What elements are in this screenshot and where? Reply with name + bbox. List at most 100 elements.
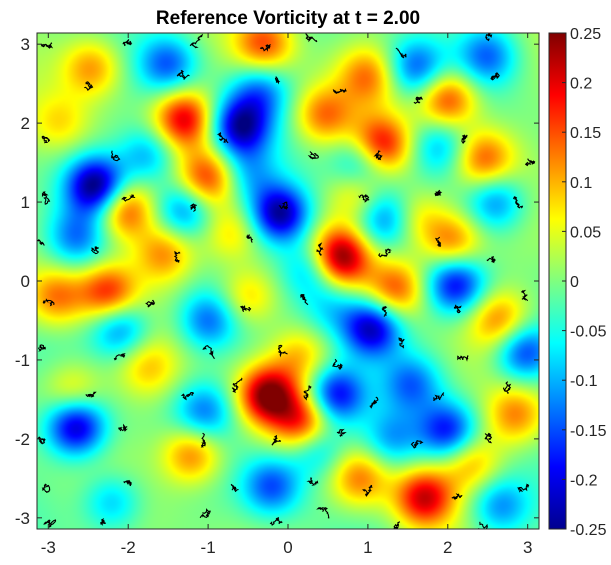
colorbar-tick-label: 0 <box>570 274 579 291</box>
tracer-particle-trail <box>316 507 330 519</box>
tracer-particle-trail <box>434 236 442 247</box>
tracer-particle-trail <box>180 392 195 401</box>
colorbar-tick-label: 0.2 <box>570 76 592 93</box>
tracer-particle-trail <box>398 337 405 349</box>
tracer-particle-trail <box>332 88 347 95</box>
tracer-particle-trail <box>378 248 392 258</box>
colorbar-tick-label: -0.25 <box>570 522 607 539</box>
tracer-particle-trail <box>118 423 128 432</box>
x-tick-label: 3 <box>523 538 532 557</box>
tracer-particle-trail <box>521 289 529 302</box>
tracer-particle-trail <box>41 135 51 144</box>
y-tick-label: 3 <box>21 35 30 54</box>
tracer-particle-trail <box>490 71 500 81</box>
tracer-particle-trail <box>433 189 443 197</box>
tracer-particle-trail <box>393 521 401 529</box>
tracer-particle-trail <box>413 96 423 104</box>
colorbar-tick-label: -0.05 <box>570 324 607 341</box>
colorbar-tick-label: 0.15 <box>570 125 601 142</box>
tracer-particle-trail <box>362 484 373 497</box>
y-tick-label: -1 <box>15 351 30 370</box>
y-tick-label: 1 <box>21 193 30 212</box>
tracer-particle-trail <box>145 299 156 308</box>
tracer-particle-trail <box>231 377 243 393</box>
tracer-particle-trail <box>189 203 197 212</box>
tracer-particle-trail <box>43 519 57 528</box>
tracer-particle-trail <box>517 483 530 493</box>
tracer-particles <box>37 33 536 529</box>
tracer-particle-trail <box>410 440 424 449</box>
tracer-particle-trail <box>41 483 51 494</box>
tracer-particle-trail <box>369 396 379 409</box>
colorbar-tick-label: -0.15 <box>570 423 607 440</box>
y-tick-label: -2 <box>15 430 30 449</box>
colorbar-ticks: 0.25 0.2 0.15 0.1 0.05 0 -0.05 -0.1 -0.15 -0.2 -0.… <box>562 26 607 539</box>
tracer-particle-trail <box>461 134 468 144</box>
tracer-particle-trail <box>513 195 524 209</box>
tracer-particle-trail <box>484 432 493 444</box>
tracer-particle-trail <box>373 150 383 161</box>
colorbar-tick-label: 0.05 <box>570 224 601 241</box>
x-tick-label: -3 <box>41 538 56 557</box>
colorbar-tick-label: 0.1 <box>570 175 592 192</box>
colorbar-tick-label: -0.2 <box>570 472 598 489</box>
x-tick-label: -1 <box>201 538 216 557</box>
tracer-particle-trail <box>121 194 136 202</box>
tracer-particle-trail <box>90 246 100 255</box>
y-tick-label: 2 <box>21 114 30 133</box>
tracer-particle-trail <box>306 477 319 486</box>
tracer-particle-trail <box>41 191 51 205</box>
tracer-particle-trail <box>110 150 121 162</box>
tracer-particle-trail <box>216 131 229 144</box>
tracer-particle-trail <box>84 81 94 91</box>
vorticity-heatmap <box>37 33 539 529</box>
tracer-particle-trail <box>381 306 388 317</box>
tracer-particle-trail <box>239 305 252 312</box>
tracer-particle-trail <box>100 517 106 526</box>
tracer-particle-trail <box>123 479 132 487</box>
tracer-particle-trail <box>202 345 216 359</box>
colorbar-tick-label: -0.1 <box>570 373 598 390</box>
y-axis: 3 2 1 0 -1 -2 -3 <box>15 35 539 528</box>
tracer-particle-trail <box>37 436 46 445</box>
tracer-particle-trail <box>199 508 211 519</box>
tracer-particle-trail <box>269 517 283 526</box>
tracer-particle-trail <box>37 344 46 352</box>
tracer-particle-trail <box>274 76 281 85</box>
tracer-particle-trail <box>305 33 318 43</box>
tracer-particle-trail <box>176 69 190 80</box>
tracer-particle-trail <box>42 298 55 307</box>
tracer-particle-trail <box>200 432 207 448</box>
tracer-particle-trail <box>457 355 469 362</box>
tracer-particle-trail <box>259 44 271 52</box>
tracer-particle-trail <box>486 256 497 264</box>
tracer-particle-trail <box>451 493 463 501</box>
tracer-particle-trail <box>453 304 462 314</box>
tracer-particle-trail <box>85 391 97 398</box>
y-tick-label: -3 <box>15 509 30 528</box>
tracer-particle-trail <box>246 234 254 243</box>
x-tick-label: -2 <box>121 538 136 557</box>
colorbar-tick-label: 0.25 <box>570 26 601 43</box>
tracer-particle-trail <box>478 521 488 529</box>
tracer-particle-trail <box>40 42 54 49</box>
tracer-particle-trail <box>189 33 204 49</box>
tracer-particle-trail <box>524 158 536 167</box>
x-tick-label: 2 <box>443 538 452 557</box>
tracer-particle-trail <box>173 250 181 263</box>
tracer-particle-trail <box>300 294 309 306</box>
tracer-particle-trail <box>278 201 289 210</box>
x-tick-label: 1 <box>363 538 372 557</box>
x-axis: -3 -2 -1 0 1 2 3 <box>41 33 532 557</box>
tracer-particle-trail <box>277 344 288 358</box>
x-tick-label: 0 <box>283 538 292 557</box>
tracer-particle-trail <box>307 151 320 160</box>
chart-title: Reference Vorticity at t = 2.00 <box>156 8 420 29</box>
y-tick-label: 0 <box>21 272 30 291</box>
tracer-particle-trail <box>316 242 324 256</box>
tracer-particle-trail <box>332 358 343 370</box>
tracer-particle-trail <box>230 483 239 493</box>
tracer-particle-trail <box>271 434 282 446</box>
tracer-particle-trail <box>358 193 370 203</box>
